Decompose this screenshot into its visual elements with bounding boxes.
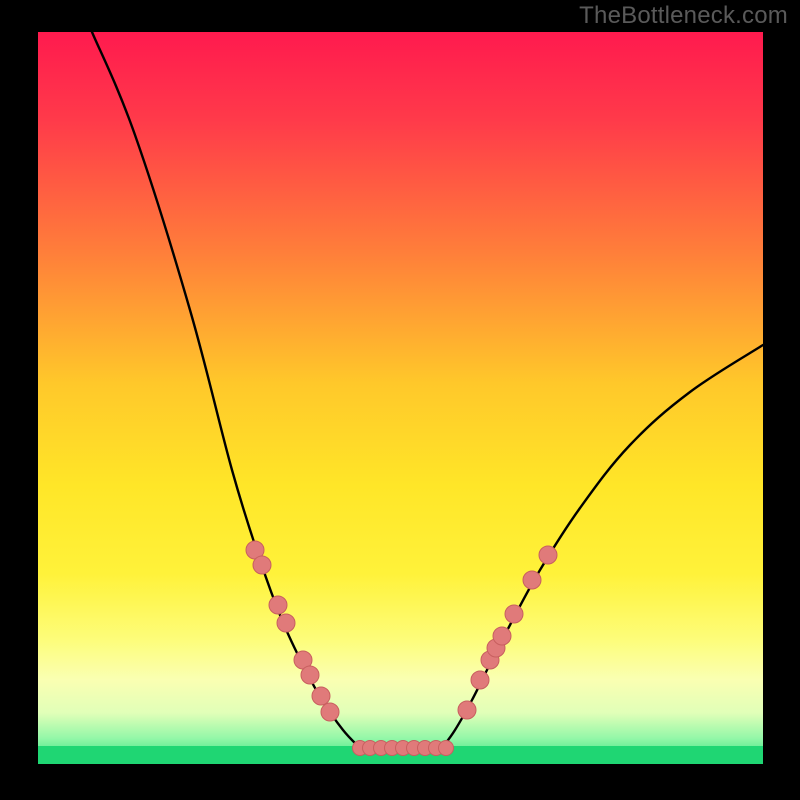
marker-dot	[458, 701, 476, 719]
plot-area	[38, 32, 763, 764]
watermark-text: TheBottleneck.com	[579, 2, 788, 30]
marker-dot	[523, 571, 541, 589]
markers-flat-cluster	[353, 741, 454, 756]
marker-dot	[539, 546, 557, 564]
marker-dot	[493, 627, 511, 645]
marker-dot	[321, 703, 339, 721]
marker-dot	[439, 741, 454, 756]
chart-stage: TheBottleneck.com	[0, 0, 800, 800]
marker-dot	[269, 596, 287, 614]
plot-background	[38, 32, 763, 764]
marker-dot	[277, 614, 295, 632]
bottleneck-chart	[0, 0, 800, 800]
marker-dot	[301, 666, 319, 684]
marker-dot	[253, 556, 271, 574]
marker-dot	[471, 671, 489, 689]
marker-dot	[505, 605, 523, 623]
marker-dot	[312, 687, 330, 705]
